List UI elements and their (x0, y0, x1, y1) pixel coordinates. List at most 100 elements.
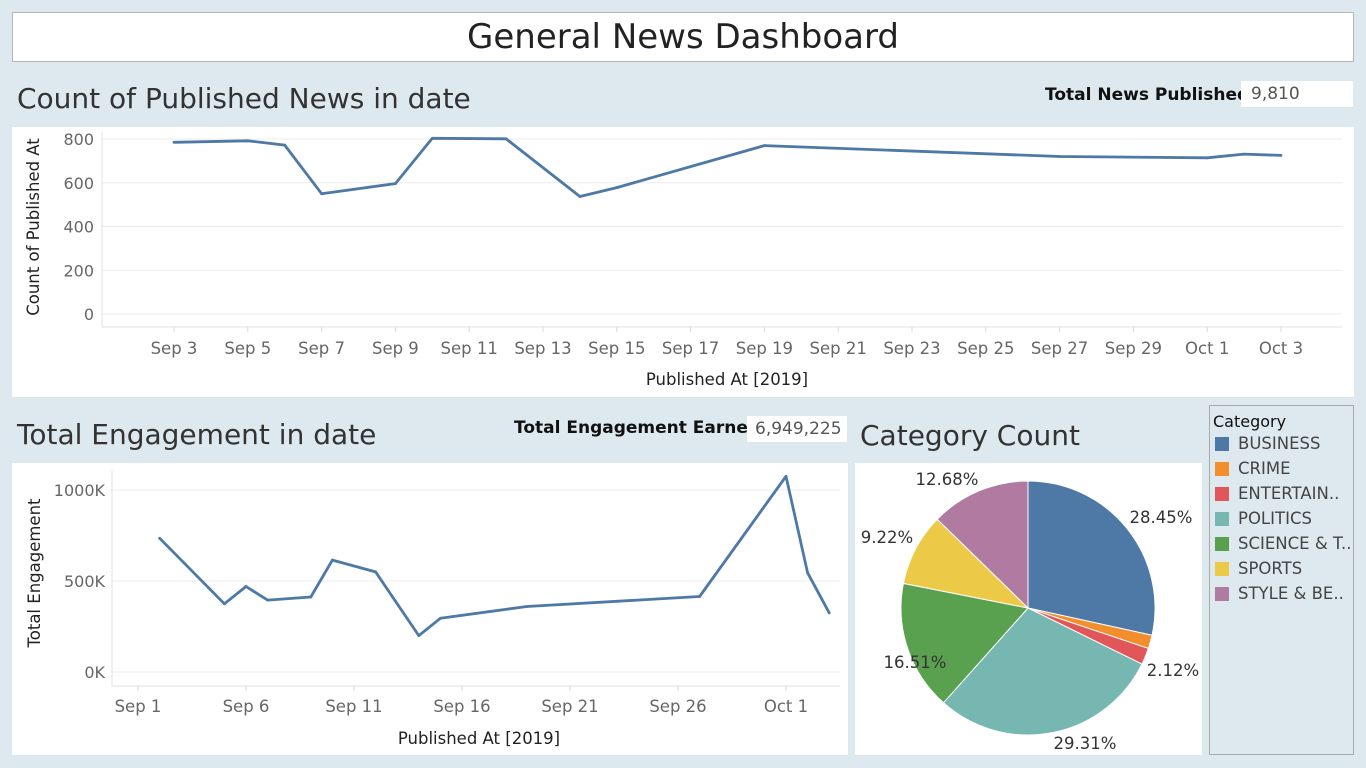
pie-slice-label: 9.22% (861, 528, 913, 547)
data-point (158, 536, 162, 540)
y-tick-label: 400 (63, 218, 94, 237)
data-point (266, 598, 269, 602)
legend-swatch (1215, 536, 1229, 551)
data-point (1242, 152, 1246, 156)
legend-item[interactable]: BUSINESS (1210, 431, 1353, 456)
legend-swatch (1215, 486, 1229, 501)
x-tick-label: Sep 1 (115, 697, 162, 716)
series-line (158, 474, 831, 638)
legend-item-label: ENTERTAIN.. (1238, 484, 1340, 503)
x-tick-label: Sep 11 (441, 339, 498, 358)
x-tick-label: Sep 27 (1031, 339, 1088, 358)
data-point (374, 570, 377, 574)
data-point (763, 144, 766, 147)
x-tick-label: Sep 11 (325, 697, 382, 716)
data-point (246, 139, 250, 143)
x-tick-label: Sep 16 (433, 697, 490, 716)
series-line (173, 136, 1282, 198)
data-point (430, 136, 434, 140)
published-line-chart[interactable]: 0 200 400 600 800 Sep 3 Sep 5 Sep 7 Sep 9 Sep 11 S… (12, 127, 1354, 397)
y-tick-label: 200 (63, 261, 94, 280)
x-tick-label: Sep 3 (151, 339, 198, 358)
legend-item[interactable]: STYLE & BE.. (1210, 581, 1353, 606)
engagement-line-chart[interactable]: 0K 500K 1000K Sep 1 Sep 6 Sep 11 Sep 16 Sep 21 S… (12, 463, 848, 755)
legend-item-label: SPORTS (1238, 559, 1303, 578)
total-news-value: 9,810 (1241, 81, 1353, 107)
data-point (698, 595, 701, 598)
legend-swatch (1215, 586, 1229, 601)
legend-swatch (1215, 511, 1229, 526)
y-tick-label: 0 (84, 305, 94, 324)
pie-slice-label: 16.51% (884, 653, 947, 672)
data-point (504, 137, 508, 141)
x-tick-label: Sep 15 (588, 339, 645, 358)
legend-swatch (1215, 436, 1229, 451)
legend-swatch (1215, 461, 1229, 476)
y-tick-label: 1000K (54, 481, 106, 500)
legend-item-label: SCIENCE & T.. (1238, 534, 1352, 553)
data-point (439, 616, 442, 620)
x-tick-label: Sep 23 (883, 339, 940, 358)
data-point (784, 474, 788, 478)
data-point (320, 192, 323, 196)
pie-slice (1027, 480, 1156, 636)
data-point (525, 605, 529, 608)
x-tick-label: Sep 17 (662, 339, 719, 358)
x-tick-label: Sep 21 (810, 339, 867, 358)
pie-slice (936, 480, 1029, 610)
x-tick-label: Oct 3 (1259, 339, 1303, 358)
category-pie-panel: 28.45% 2.12% 29.31% 16.51% 9.22% 12.68% (855, 463, 1202, 755)
data-point (244, 585, 248, 588)
data-point (806, 571, 809, 575)
legend-item[interactable]: SPORTS (1210, 556, 1353, 581)
data-point (1205, 156, 1209, 160)
data-point (394, 182, 397, 186)
data-point (283, 143, 287, 147)
data-point (578, 195, 582, 198)
y-axis-title: Count of Published At (24, 138, 43, 316)
pie-slice-label: 29.31% (1054, 734, 1117, 753)
data-point (1058, 155, 1061, 158)
legend-item-label: CRIME (1238, 459, 1291, 478)
legend-item[interactable]: POLITICS (1210, 506, 1353, 531)
x-axis-title: Published At [2019] (398, 729, 560, 748)
legend-item-label: POLITICS (1238, 509, 1312, 528)
published-chart-panel: 0 200 400 600 800 Sep 3 Sep 5 Sep 7 Sep 9 Sep 11 S… (12, 127, 1354, 397)
data-point (172, 140, 176, 144)
data-point (827, 611, 831, 615)
x-tick-label: Sep 21 (541, 697, 598, 716)
pie-slice-label: 12.68% (916, 470, 979, 489)
legend-item[interactable]: ENTERTAIN.. (1210, 481, 1353, 506)
total-news-label: Total News Published (1045, 85, 1250, 105)
legend-title: Category (1213, 412, 1287, 431)
engagement-chart-title: Total Engagement in date (17, 418, 377, 451)
legend-item-label: BUSINESS (1238, 434, 1321, 453)
x-tick-label: Sep 26 (649, 697, 706, 716)
y-tick-label: 800 (63, 130, 94, 149)
total-engagement-label: Total Engagement Earned (514, 418, 761, 438)
legend-item[interactable]: CRIME (1210, 456, 1353, 481)
total-engagement-value: 6,949,225 (747, 416, 847, 442)
y-axis-title: Total Engagement (25, 498, 44, 649)
dashboard-title: General News Dashboard (12, 12, 1354, 62)
pie-slice-label: 2.12% (1147, 661, 1199, 680)
y-tick-label: 600 (63, 174, 94, 193)
x-tick-label: Sep 13 (514, 339, 571, 358)
data-point (417, 634, 421, 637)
legend-item[interactable]: SCIENCE & T.. (1210, 531, 1353, 556)
pie-slice (942, 607, 1143, 736)
x-tick-label: Sep 29 (1105, 339, 1162, 358)
pie-slice (900, 582, 1029, 704)
data-point (309, 595, 313, 599)
x-tick-label: Sep 9 (372, 339, 419, 358)
published-chart-title: Count of Published News in date (17, 82, 471, 115)
engagement-chart-panel: 0K 500K 1000K Sep 1 Sep 6 Sep 11 Sep 16 Sep 21 S… (12, 463, 848, 755)
x-axis-title: Published At [2019] (646, 370, 808, 389)
category-pie-chart[interactable]: 28.45% 2.12% 29.31% 16.51% 9.22% 12.68% (855, 463, 1202, 755)
y-tick-label: 0K (84, 663, 105, 682)
y-tick-label: 500K (64, 572, 106, 591)
category-chart-title: Category Count (860, 419, 1080, 452)
x-tick-label: Oct 1 (1185, 339, 1229, 358)
x-tick-label: Sep 25 (957, 339, 1014, 358)
legend-item-label: STYLE & BE.. (1238, 584, 1344, 603)
